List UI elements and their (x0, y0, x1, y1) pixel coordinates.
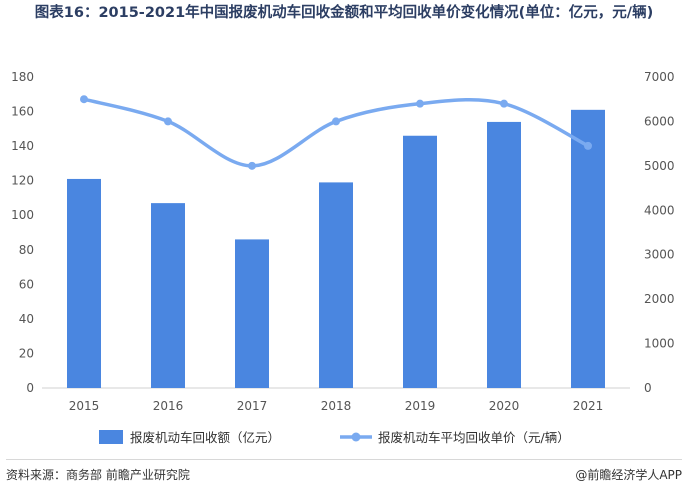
y-left-tick-label: 180 (11, 70, 34, 84)
y-right-tick-label: 3000 (644, 248, 675, 262)
footer: 资料来源：商务部 前瞻产业研究院 @前瞻经济学人APP (6, 466, 682, 486)
bar (235, 239, 269, 388)
y-right-tick-label: 7000 (644, 70, 675, 84)
legend-bar-label: 报废机动车回收额（亿元） (130, 430, 280, 445)
bar (319, 182, 353, 388)
x-tick-label: 2015 (69, 399, 100, 413)
y-right-tick-label: 1000 (644, 337, 675, 351)
y-left-tick-label: 20 (19, 346, 34, 360)
y-right-tick-label: 0 (644, 381, 652, 395)
y-right-tick-label: 4000 (644, 203, 675, 217)
line-point (584, 141, 592, 150)
x-tick-label: 2016 (153, 399, 184, 413)
legend-line-marker (351, 432, 361, 442)
line-point (500, 99, 508, 108)
footer-divider (6, 459, 682, 460)
y-left-tick-label: 0 (26, 381, 34, 395)
y-right-tick-label: 2000 (644, 292, 675, 306)
y-left-tick-label: 160 (11, 105, 34, 119)
y-left-tick-label: 60 (19, 277, 34, 291)
bar (67, 178, 101, 388)
y-right-tick-label: 5000 (644, 159, 675, 173)
y-right-tick-label: 6000 (644, 114, 675, 128)
y-left-tick-label: 140 (11, 139, 34, 153)
chart-title: 图表16：2015-2021年中国报废机动车回收金额和平均回收单价变化情况(单位… (34, 5, 654, 21)
line-point (80, 95, 88, 104)
line-point (332, 117, 340, 126)
x-tick-label: 2019 (405, 399, 436, 413)
source-text: 资料来源：商务部 前瞻产业研究院 (6, 468, 190, 482)
y-left-tick-label: 120 (11, 174, 34, 188)
brand-text: @前瞻经济学人APP (575, 468, 682, 482)
y-left-tick-label: 40 (19, 312, 34, 326)
bar (403, 135, 437, 388)
y-left-tick-label: 80 (19, 243, 34, 257)
bar (487, 121, 521, 388)
x-tick-label: 2020 (489, 399, 520, 413)
legend-line-label: 报废机动车平均回收单价（元/辆） (378, 430, 570, 445)
line-point (248, 161, 256, 170)
x-tick-label: 2017 (237, 399, 268, 413)
x-tick-label: 2018 (321, 399, 352, 413)
legend-bar-swatch (99, 430, 123, 444)
combo-chart: 0 20 40 60 80 100 120 140 160 180 0 1000 2000 3000 400… (11, 70, 675, 445)
x-tick-label: 2021 (573, 399, 604, 413)
y-left-tick-label: 100 (11, 208, 34, 222)
bar (571, 109, 605, 389)
line-point (164, 117, 172, 126)
line-point (416, 99, 424, 108)
bar (151, 203, 185, 388)
